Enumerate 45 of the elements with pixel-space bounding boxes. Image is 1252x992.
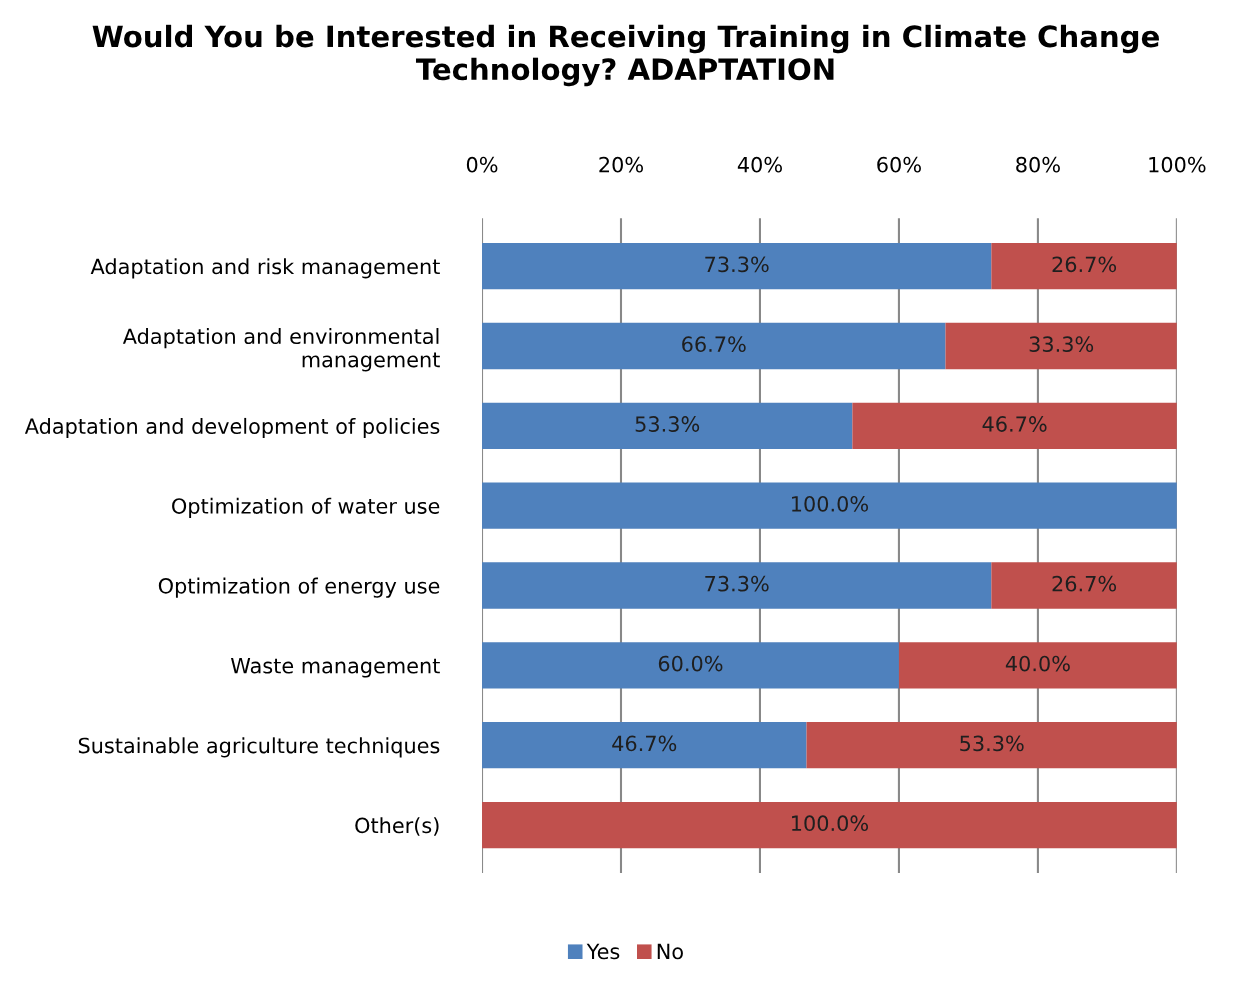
y-tick-label: Adaptation and environmental management	[122, 327, 440, 372]
data-label: 53.3%	[960, 735, 1024, 752]
chart-title: Would You be Interested in Receiving Training in Climate Change Technology? ADAPTATION	[92, 24, 1159, 87]
x-tick-label: 80%	[1016, 156, 1060, 173]
bar	[482, 722, 807, 769]
bar	[482, 402, 853, 449]
data-label: 73.3%	[705, 575, 769, 592]
bar	[898, 642, 1177, 689]
data-label: 60.0%	[658, 655, 723, 672]
data-label: 73.3%	[705, 256, 769, 273]
y-tick-label: Optimization of water use	[172, 497, 440, 518]
y-tick-label: Sustainable agriculture techniques	[78, 737, 440, 758]
data-label: 26.7%	[1052, 575, 1117, 592]
bar	[482, 242, 992, 290]
x-tick-label: 40%	[737, 156, 782, 173]
data-label: 46.7%	[982, 416, 1047, 432]
legend-label: No	[657, 943, 683, 960]
bar	[806, 722, 1177, 769]
bar	[482, 322, 946, 370]
data-label: 66.7%	[682, 336, 746, 353]
bar	[852, 402, 1177, 449]
x-tick-label: 20%	[599, 156, 643, 173]
bar	[945, 322, 1177, 370]
y-tick-label: Waste management	[230, 658, 440, 678]
bar	[991, 242, 1177, 290]
data-label: 53.3%	[635, 416, 700, 432]
bar	[482, 482, 1177, 529]
data-label: 40.0%	[1005, 655, 1070, 672]
data-label: 33.3%	[1029, 336, 1094, 353]
x-tick-label: 100%	[1149, 156, 1206, 173]
y-tick-label: Adaptation and risk management	[90, 258, 440, 279]
data-label: 26.7%	[1052, 256, 1117, 273]
data-label: 100.0%	[792, 815, 869, 832]
x-tick-label: 0%	[466, 156, 498, 173]
y-tick-label: Adaptation and development of policies	[24, 417, 440, 439]
data-label: 100.0%	[792, 495, 869, 512]
y-tick-label: Other(s)	[355, 817, 439, 836]
bar	[482, 801, 1177, 849]
x-tick-label: 60%	[877, 156, 921, 173]
bar	[991, 562, 1177, 609]
bar	[482, 562, 992, 609]
bar	[482, 642, 899, 689]
legend-label: Yes	[586, 943, 620, 960]
data-label: 46.7%	[612, 735, 677, 752]
y-tick-label: Optimization of energy use	[158, 577, 440, 598]
